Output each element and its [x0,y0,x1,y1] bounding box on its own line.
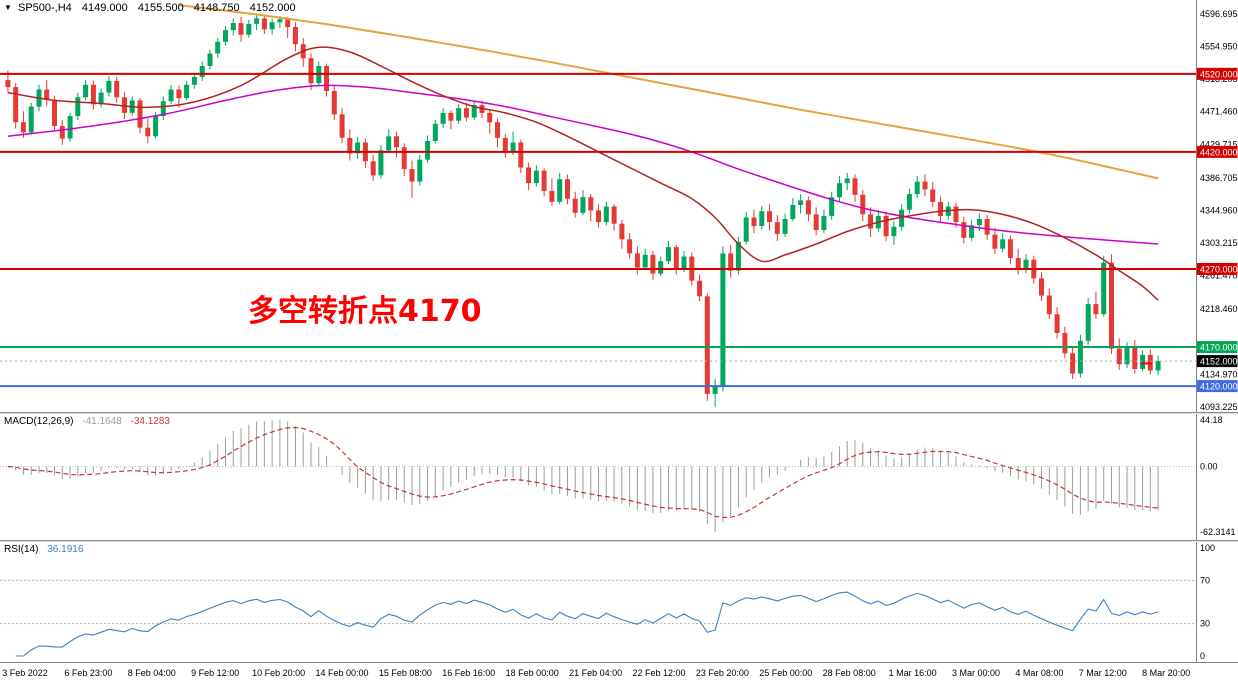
svg-text:4303.215: 4303.215 [1200,238,1238,248]
svg-text:0: 0 [1200,651,1205,661]
macd-name: MACD(12,26,9) [4,416,74,427]
rsi-header: RSI(14) 36.1916 [4,544,89,555]
time-axis-label: 3 Feb 2022 [2,668,48,678]
time-axis-label: 1 Mar 16:00 [888,668,937,678]
pane-divider[interactable] [0,540,1238,542]
time-axis-label: 21 Feb 04:00 [569,668,623,678]
chart-title: ▼ SP500-,H4 4149.000 4155.500 4148.750 4… [4,2,303,14]
svg-text:4386.705: 4386.705 [1200,173,1238,183]
svg-text:4420.000: 4420.000 [1200,147,1238,157]
ohlc-low: 4148.750 [193,2,240,14]
svg-text:4471.460: 4471.460 [1200,107,1238,117]
time-axis-label: 7 Mar 12:00 [1078,668,1127,678]
price-pane[interactable]: 4596.6954554.9504513.2054471.4604429.715… [0,0,1238,412]
chart-marker-icon: ▼ [4,3,12,12]
rsi-pane[interactable]: 100 70 30 0 [0,542,1238,662]
current-price-label [1196,355,1238,368]
annotation-text[interactable]: 多空转折点4170 [248,294,482,329]
svg-text:4218.460: 4218.460 [1200,304,1238,314]
level-axis-label [1196,67,1238,80]
svg-text:4554.950: 4554.950 [1200,42,1238,52]
svg-text:44.18: 44.18 [1200,415,1223,425]
macd-histogram [15,420,1159,532]
time-axis-label: 16 Feb 16:00 [442,668,496,678]
ohlc-close: 4152.000 [249,2,296,14]
pane-divider[interactable] [0,412,1238,414]
time-axis-label: 8 Mar 20:00 [1142,668,1191,678]
macd-value-main: -41.1648 [82,416,122,427]
time-axis-label: 14 Feb 00:00 [315,668,369,678]
svg-text:100: 100 [1200,543,1215,553]
svg-text:4344.960: 4344.960 [1200,205,1238,215]
chart-symbol-period: SP500-,H4 [17,2,72,14]
level-axis-label [1196,145,1238,158]
time-axis-label: 18 Feb 00:00 [505,668,559,678]
macd-signal-line [7,426,1159,519]
svg-text:4596.695: 4596.695 [1200,9,1238,19]
macd-value-signal: -34.1283 [130,416,170,427]
svg-text:4520.000: 4520.000 [1200,69,1238,79]
level-axis-label [1196,380,1238,393]
candles-layer[interactable] [5,13,1161,408]
rsi-value: 36.1916 [47,544,84,555]
svg-text:4152.000: 4152.000 [1200,357,1238,367]
ohlc-high: 4155.500 [137,2,184,14]
time-axis-label: 15 Feb 08:00 [378,668,432,678]
time-axis-label: 22 Feb 12:00 [632,668,686,678]
time-axis-label: 3 Mar 00:00 [951,668,1001,678]
svg-text:-62.3141: -62.3141 [1200,527,1236,537]
level-axis-label [1196,341,1238,354]
svg-text:4170.000: 4170.000 [1200,343,1238,353]
time-axis-label: 8 Feb 04:00 [127,668,176,678]
time-axis-label: 6 Feb 23:00 [64,668,113,678]
time-axis-label: 23 Feb 20:00 [695,668,749,678]
svg-text:30: 30 [1200,619,1210,629]
ohlc-open: 4149.000 [81,2,128,14]
macd-pane[interactable]: 44.18 0.00 -62.3141 [0,414,1238,540]
ma-slow-orange [178,4,1159,180]
time-axis-label: 10 Feb 20:00 [252,668,306,678]
svg-text:4429.715: 4429.715 [1200,139,1238,149]
svg-text:4270.000: 4270.000 [1200,264,1238,274]
svg-text:4261.470: 4261.470 [1200,271,1238,281]
svg-text:4134.970: 4134.970 [1200,369,1238,379]
time-axis-label: 9 Feb 12:00 [191,668,240,678]
time-axis-label: 4 Mar 08:00 [1015,668,1064,678]
ma-mid-magenta [7,84,1159,245]
svg-text:4093.225: 4093.225 [1200,402,1238,412]
svg-text:0.00: 0.00 [1200,461,1218,471]
ma-fast-crimson [7,46,1159,301]
macd-header: MACD(12,26,9) -41.1648 -34.1283 [4,416,176,427]
rsi-name: RSI(14) [4,544,39,555]
time-axis-label: 28 Feb 08:00 [822,668,876,678]
time-axis-label: 25 Feb 00:00 [759,668,813,678]
time-axis[interactable]: 3 Feb 2022 6 Feb 23:00 8 Feb 04:00 9 Feb 12… [0,662,1238,687]
rsi-line [15,591,1159,657]
level-axis-label [1196,262,1238,275]
svg-text:4120.000: 4120.000 [1200,382,1238,392]
svg-text:70: 70 [1200,575,1210,585]
